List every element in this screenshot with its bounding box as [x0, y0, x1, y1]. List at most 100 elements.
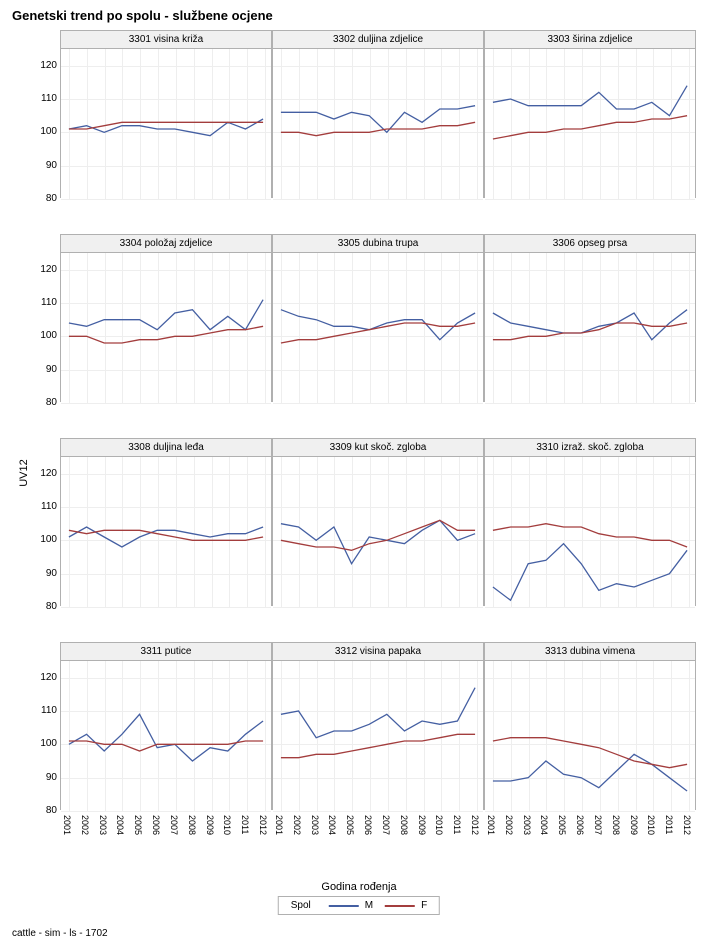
legend-item-f: F — [385, 900, 427, 911]
x-tick: 2008 — [399, 815, 409, 835]
y-tick: 90 — [29, 160, 57, 171]
series-line-m — [281, 688, 475, 738]
x-tick: 2003 — [98, 815, 108, 835]
series-line-f — [493, 116, 687, 139]
y-tick: 120 — [29, 672, 57, 683]
panel-plot: 2001200220032004200520062007200820092010… — [273, 661, 483, 811]
panel: 3302 duljina zdjelice — [272, 30, 484, 198]
x-tick: 2007 — [593, 815, 603, 835]
panel-title: 3302 duljina zdjelice — [273, 31, 483, 49]
x-tick: 2012 — [682, 815, 692, 835]
y-tick: 110 — [29, 93, 57, 104]
x-tick: 2011 — [452, 815, 462, 834]
panel-title: 3303 širina zdjelice — [485, 31, 695, 49]
legend-title: Spol — [291, 900, 311, 911]
panel-plot — [485, 457, 695, 607]
main-title: Genetski trend po spolu - službene ocjen… — [12, 8, 273, 23]
y-tick: 80 — [29, 805, 57, 816]
x-tick: 2006 — [575, 815, 585, 835]
x-tick: 2006 — [151, 815, 161, 835]
panel-title: 3308 duljina leđa — [61, 439, 271, 457]
footer-text: cattle - sim - ls - 1702 — [12, 928, 108, 939]
series-line-f — [281, 734, 475, 757]
y-tick: 120 — [29, 468, 57, 479]
x-tick: 2011 — [240, 815, 250, 834]
panel: 3313 dubina vimena2001200220032004200520… — [484, 642, 696, 810]
series-line-f — [69, 326, 263, 343]
x-tick: 2003 — [522, 815, 532, 835]
y-tick: 100 — [29, 534, 57, 545]
y-tick: 90 — [29, 568, 57, 579]
y-tick: 120 — [29, 264, 57, 275]
panel-grid: 3301 visina križa80901001101203302 dulji… — [60, 30, 696, 840]
series-line-m — [493, 544, 687, 601]
panel: 3308 duljina leđa8090100110120 — [60, 438, 272, 606]
series-line-f — [69, 122, 263, 129]
x-tick: 2007 — [169, 815, 179, 835]
panel-title: 3309 kut skoč. zgloba — [273, 439, 483, 457]
x-tick: 2008 — [187, 815, 197, 835]
x-axis-label: Godina rođenja — [321, 881, 396, 893]
x-tick: 2002 — [504, 815, 514, 835]
y-tick: 80 — [29, 601, 57, 612]
y-tick: 110 — [29, 705, 57, 716]
panel: 3301 visina križa8090100110120 — [60, 30, 272, 198]
panel-plot — [273, 253, 483, 403]
panel-plot: 8090100110120200120022003200420052006200… — [61, 661, 271, 811]
y-tick: 110 — [29, 297, 57, 308]
legend: Spol M F — [278, 896, 440, 915]
panel: 3304 položaj zdjelice8090100110120 — [60, 234, 272, 402]
y-tick: 110 — [29, 501, 57, 512]
x-tick: 2010 — [646, 815, 656, 835]
x-tick: 2009 — [205, 815, 215, 835]
y-tick: 90 — [29, 364, 57, 375]
x-tick: 2005 — [345, 815, 355, 835]
series-line-m — [69, 300, 263, 330]
x-tick: 2005 — [133, 815, 143, 835]
x-tick: 2007 — [381, 815, 391, 835]
panel-plot — [273, 457, 483, 607]
legend-item-m: M — [329, 900, 373, 911]
panel-title: 3306 opseg prsa — [485, 235, 695, 253]
x-tick: 2005 — [557, 815, 567, 835]
panel-plot — [273, 49, 483, 199]
series-line-m — [281, 310, 475, 340]
series-line-f — [493, 738, 687, 768]
panel-title: 3301 visina križa — [61, 31, 271, 49]
y-tick: 100 — [29, 330, 57, 341]
x-tick: 2001 — [274, 815, 284, 835]
panel: 3306 opseg prsa — [484, 234, 696, 402]
x-tick: 2002 — [80, 815, 90, 835]
y-tick: 120 — [29, 60, 57, 71]
x-tick: 2008 — [611, 815, 621, 835]
panel: 3311 putice80901001101202001200220032004… — [60, 642, 272, 810]
x-tick: 2009 — [629, 815, 639, 835]
x-tick: 2004 — [327, 815, 337, 835]
panel: 3309 kut skoč. zgloba — [272, 438, 484, 606]
x-tick: 2003 — [310, 815, 320, 835]
chart-container: Genetski trend po spolu - službene ocjen… — [0, 0, 718, 945]
series-line-m — [493, 86, 687, 116]
series-line-m — [493, 754, 687, 791]
x-tick: 2006 — [363, 815, 373, 835]
x-tick: 2010 — [434, 815, 444, 835]
series-line-m — [281, 106, 475, 133]
panel-title: 3310 izraž. skoč. zgloba — [485, 439, 695, 457]
x-tick: 2012 — [258, 815, 268, 835]
x-tick: 2012 — [470, 815, 480, 835]
panel-title: 3304 položaj zdjelice — [61, 235, 271, 253]
x-tick: 2001 — [62, 815, 72, 835]
panel-title: 3312 visina papaka — [273, 643, 483, 661]
panel-plot: 8090100110120 — [61, 253, 271, 403]
panel-plot: 8090100110120 — [61, 49, 271, 199]
x-tick: 2011 — [664, 815, 674, 834]
x-tick: 2002 — [292, 815, 302, 835]
x-tick: 2010 — [222, 815, 232, 835]
x-tick: 2004 — [115, 815, 125, 835]
series-line-m — [493, 310, 687, 340]
panel: 3312 visina papaka2001200220032004200520… — [272, 642, 484, 810]
series-line-f — [493, 524, 687, 547]
panel: 3305 dubina trupa — [272, 234, 484, 402]
y-axis-label: UV12 — [18, 459, 30, 487]
y-tick: 90 — [29, 772, 57, 783]
